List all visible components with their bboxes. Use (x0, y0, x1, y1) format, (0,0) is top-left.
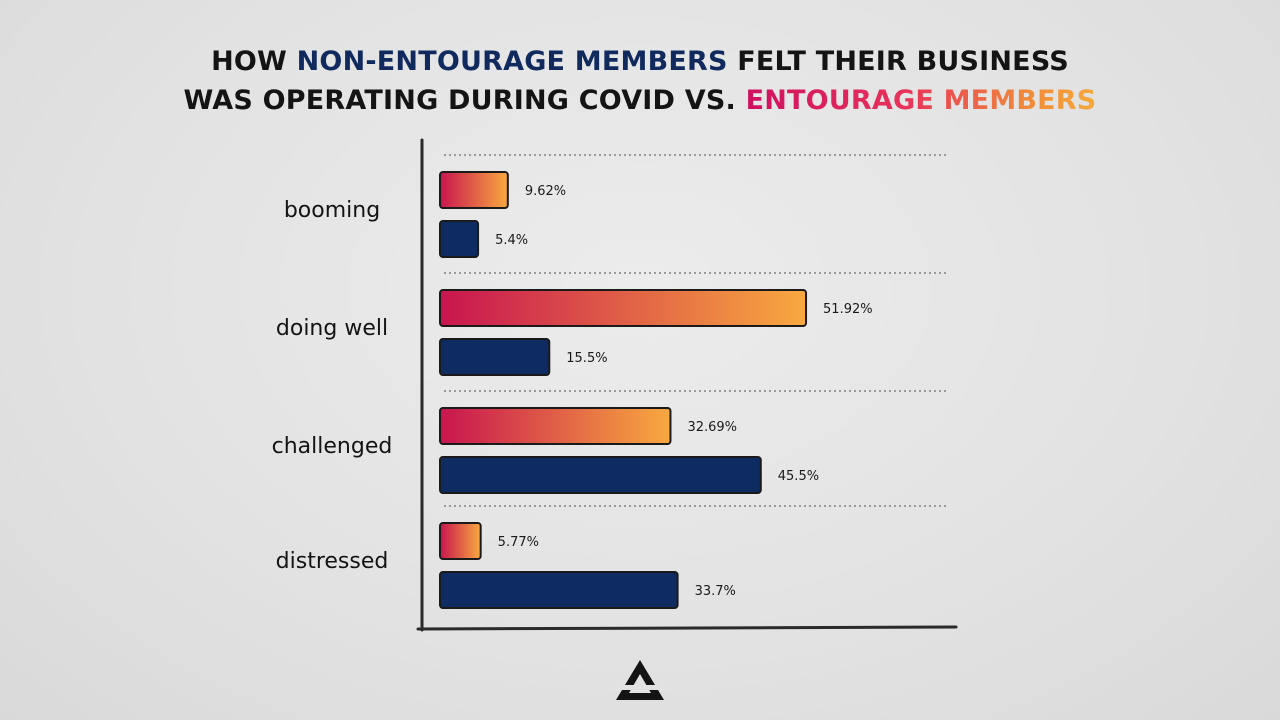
category-label: doing well (276, 316, 388, 341)
data-label: 45.5% (778, 469, 819, 484)
title-line-1: HOW NON-ENTOURAGE MEMBERS FELT THEIR BUS… (211, 46, 1069, 77)
data-label: 5.4% (495, 233, 528, 248)
category-label: challenged (272, 434, 393, 459)
grid-lines (444, 154, 948, 507)
title-highlight-entourage: ENTOURAGE MEMBERS (745, 85, 1097, 116)
title-highlight-non-entourage: NON-ENTOURAGE MEMBERS (296, 46, 728, 77)
bar-entourage (439, 407, 672, 445)
data-label: 5.77% (498, 535, 539, 550)
data-label: 32.69% (687, 420, 737, 435)
bar-entourage (439, 289, 808, 327)
category-label: booming (284, 198, 380, 223)
bar-non-entourage (439, 338, 551, 376)
data-label: 9.62% (525, 184, 566, 199)
data-label: 51.92% (823, 302, 873, 317)
bar-non-entourage (439, 571, 679, 609)
bar-entourage (439, 522, 482, 560)
title-line-2: WAS OPERATING DURING COVID VS. ENTOURAGE… (184, 85, 1097, 116)
data-label: 33.7% (695, 584, 736, 599)
bar-non-entourage (439, 220, 480, 258)
bar-non-entourage (439, 456, 762, 494)
triangle-logo-icon (614, 660, 666, 700)
labels: booming 9.62% 5.4% doing well 51.92% 15.5% cha… (272, 184, 873, 599)
x-axis-line (416, 625, 958, 631)
bar-entourage (439, 171, 509, 209)
category-label: distressed (276, 549, 389, 574)
data-label: 15.5% (566, 351, 607, 366)
bars (439, 171, 808, 609)
title-text: WAS OPERATING DURING COVID VS. (183, 85, 746, 116)
title-text: FELT THEIR BUSINESS (727, 46, 1069, 77)
title-text: HOW (211, 46, 297, 77)
chart-title: HOW NON-ENTOURAGE MEMBERS FELT THEIR BUS… (0, 42, 1280, 120)
axes (416, 138, 958, 632)
